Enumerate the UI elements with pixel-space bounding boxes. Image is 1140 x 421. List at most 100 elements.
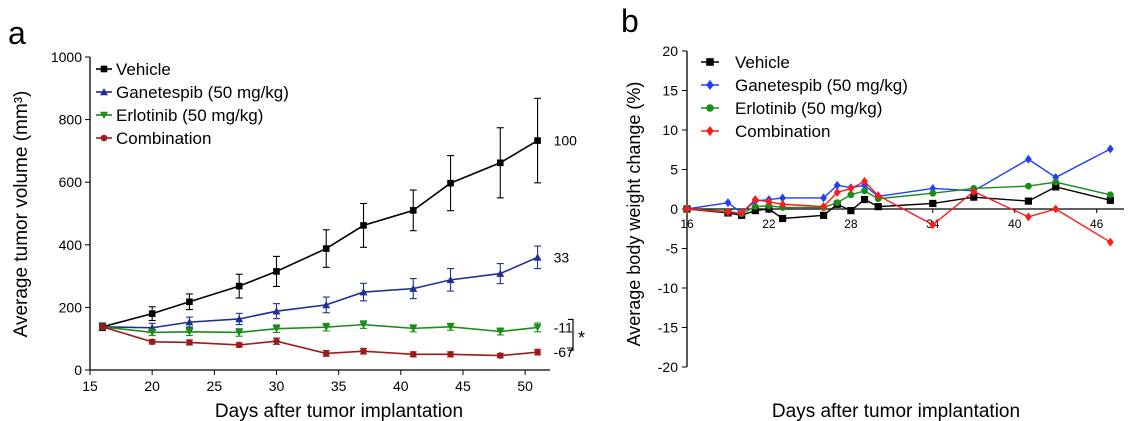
data-point	[929, 199, 937, 208]
panel-b-y-tick-label: 20	[662, 43, 678, 59]
panel-a-x-tick-label: 30	[269, 378, 285, 394]
data-point	[360, 222, 367, 229]
end-label: 33	[554, 249, 570, 265]
data-point	[765, 197, 773, 207]
data-point	[185, 328, 194, 336]
panel-b-y-tick-label: -15	[658, 320, 678, 336]
data-point	[322, 350, 330, 357]
series-line	[686, 181, 1111, 215]
data-point	[322, 245, 330, 252]
panel-b-y-tick-label: -10	[658, 280, 678, 296]
panel-a-y-tick-label: 600	[59, 174, 83, 190]
data-point	[1052, 178, 1060, 186]
data-point	[273, 337, 280, 345]
data-point	[186, 298, 193, 306]
panel-a-x-tick-label: 45	[455, 378, 471, 394]
end-label: -11	[554, 319, 573, 335]
panel-b-y-axis-label: Average body weight change (%)	[624, 82, 644, 347]
panel-a-y-tick-label: 200	[59, 299, 83, 315]
data-point	[99, 323, 106, 331]
data-point	[683, 204, 691, 214]
panel-a-y-tick-label: 400	[59, 237, 83, 253]
panel-label-b: b	[621, 3, 639, 39]
data-point	[738, 208, 746, 218]
data-point	[1025, 212, 1032, 222]
data-point	[446, 323, 455, 331]
data-point	[496, 352, 504, 359]
series-line	[686, 180, 1111, 243]
panel-b-x-axis-label: Days after tumor implantation	[772, 401, 1020, 421]
data-point	[186, 339, 193, 346]
data-point	[533, 324, 542, 332]
data-point	[861, 176, 868, 186]
series-vehicle	[683, 183, 1114, 223]
panel-b-y-tick-label: 15	[662, 83, 678, 99]
series-erlotinib-50-mg-kg: -11	[98, 319, 573, 337]
data-point	[409, 207, 417, 214]
panel-a-y-tick-label: 800	[59, 112, 83, 128]
panel-a-x-tick-label: 20	[144, 378, 160, 394]
data-point	[359, 288, 368, 296]
series-ganetespib-50-mg-kg: 33	[98, 245, 570, 333]
data-point	[874, 191, 882, 200]
significance-marker: *	[578, 328, 585, 348]
legend-marker	[706, 80, 714, 90]
data-point	[929, 220, 937, 230]
panel-b-y-tick-label: -5	[666, 241, 679, 257]
data-point	[751, 206, 759, 215]
panel-a-x-tick-label: 15	[82, 378, 98, 394]
series-line	[102, 326, 538, 357]
data-point	[833, 180, 841, 190]
data-point	[272, 325, 281, 333]
data-point	[847, 191, 855, 199]
data-point	[235, 341, 243, 349]
panel-b-x-tick-label: 46	[1090, 217, 1104, 231]
series-combination	[683, 176, 1114, 247]
data-point	[273, 268, 280, 275]
legend-label: Ganetespib (50 mg/kg)	[735, 76, 908, 95]
data-point	[185, 318, 194, 326]
significance-bracket	[568, 318, 574, 351]
legend-marker	[100, 88, 108, 96]
end-label: 100	[554, 133, 578, 149]
legend-label: Ganetespib (50 mg/kg)	[116, 83, 289, 102]
data-point	[1024, 197, 1033, 205]
legend-marker	[100, 111, 108, 119]
data-point	[409, 325, 418, 333]
data-point	[724, 207, 732, 217]
data-point	[874, 203, 882, 211]
data-point	[235, 329, 244, 337]
data-point	[847, 206, 855, 215]
data-point	[447, 179, 454, 187]
panel-a: a 0 200 400 600 800 1000 15 20 25 30 35 40 45 50 100 3…	[8, 15, 585, 421]
panel-b-x-tick-label: 16	[680, 217, 694, 231]
data-point	[322, 323, 331, 332]
data-point	[1025, 182, 1032, 190]
legend-marker	[706, 104, 714, 112]
panel-a-x-tick-label: 35	[331, 378, 347, 394]
panel-b-x-tick-label: 40	[1008, 217, 1022, 231]
panel-b-x-tick-label: 22	[762, 217, 776, 231]
legend-label: Combination	[735, 122, 830, 141]
data-point	[272, 307, 281, 315]
data-point	[1052, 183, 1060, 191]
data-point	[359, 321, 368, 329]
data-point	[235, 315, 244, 323]
data-point	[1052, 204, 1060, 214]
legend-marker	[100, 134, 108, 142]
data-point	[820, 202, 827, 212]
data-point	[496, 269, 505, 277]
legend-label: Erlotinib (50 mg/kg)	[735, 99, 882, 118]
legend-label: Vehicle	[116, 60, 171, 79]
data-point	[360, 347, 367, 355]
data-point	[970, 193, 978, 201]
data-point	[861, 187, 868, 195]
data-point	[1106, 191, 1114, 199]
data-point	[778, 214, 787, 223]
data-point	[833, 187, 841, 197]
legend-label: Vehicle	[735, 53, 790, 72]
panel-b-y-tick-label: 0	[670, 201, 678, 217]
data-point	[779, 193, 786, 203]
series-combination: -67	[98, 323, 574, 360]
